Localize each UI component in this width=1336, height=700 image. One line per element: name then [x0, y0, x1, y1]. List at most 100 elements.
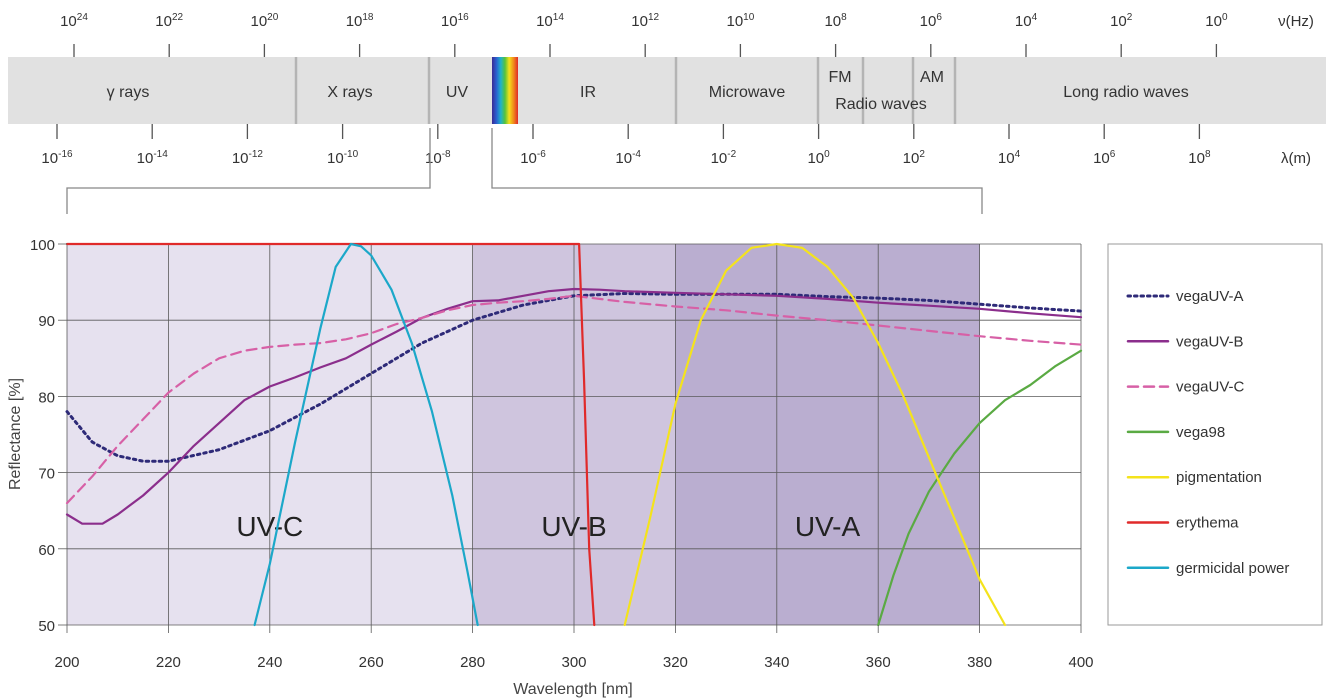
legend-label: vegaUV-A	[1176, 288, 1244, 305]
band-label-am: AM	[920, 69, 944, 86]
legend-label: pigmentation	[1176, 469, 1262, 486]
tick-exponent: 18	[362, 12, 374, 23]
tick-exponent: -8	[442, 149, 451, 160]
legend: vegaUV-A vegaUV-B vegaUV-C vega98 pigmentati…	[1107, 243, 1323, 626]
x-tick-label: 260	[359, 654, 384, 671]
band-label-xrays: X rays	[327, 84, 372, 101]
tick-base: 10	[631, 13, 648, 30]
wavelength-tick-label: 10-2	[711, 149, 737, 167]
region-label-uv-a: UV-A	[795, 511, 861, 542]
series-line-vegauv-c	[65, 294, 1083, 505]
x-tick-label: 240	[257, 654, 282, 671]
freq-tick-label: 104	[1015, 12, 1038, 30]
series-line-vegauv-a	[65, 292, 1083, 463]
x-tick-label: 280	[460, 654, 485, 671]
tick-exponent: 16	[458, 12, 470, 23]
tick-exponent: 10	[743, 12, 755, 23]
tick-base: 10	[998, 150, 1015, 167]
tick-base: 10	[346, 13, 363, 30]
tick-base: 10	[711, 150, 728, 167]
x-tick-label: 400	[1068, 654, 1093, 671]
wavelength-tick-label: 106	[1093, 149, 1116, 167]
spectrum-bar	[8, 57, 1326, 124]
freq-tick-label: 1014	[536, 12, 564, 30]
wavelength-axis: 10-16 10-14 10-12 10-10 10-8 10-6 10-4 10-2 100 1…	[41, 124, 1211, 167]
wavelength-tick-label: 10-10	[327, 149, 359, 167]
band-label-long-radio: Long radio waves	[1063, 84, 1188, 101]
frequency-axis: 1024 1022 1020 1018 1016 1014 1012 1010 108 106 10…	[60, 12, 1228, 57]
tick-exponent: 24	[77, 12, 89, 23]
legend-box	[1107, 243, 1323, 626]
tick-exponent: 20	[267, 12, 279, 23]
x-tick-label: 340	[764, 654, 789, 671]
wavelength-tick-label: 10-6	[520, 149, 546, 167]
tick-base: 10	[807, 150, 824, 167]
legend-label: vegaUV-B	[1176, 333, 1244, 350]
freq-tick-label: 102	[1110, 12, 1133, 30]
tick-base: 10	[1015, 13, 1032, 30]
tick-base: 10	[536, 13, 553, 30]
band-label-uv: UV	[446, 84, 469, 101]
tick-base: 10	[155, 13, 172, 30]
tick-base: 10	[60, 13, 77, 30]
y-tick-label: 100	[30, 237, 55, 254]
tick-base: 10	[920, 13, 937, 30]
tick-exponent: 4	[1015, 149, 1021, 160]
series-lines	[65, 242, 1083, 627]
y-tick-label: 70	[38, 466, 55, 483]
wavelength-tick-label: 100	[807, 149, 830, 167]
x-tick-label: 300	[561, 654, 586, 671]
band-label-ir: IR	[580, 84, 596, 101]
tick-exponent: 0	[824, 149, 830, 160]
tick-exponent: 6	[1110, 149, 1116, 160]
tick-base: 10	[726, 13, 743, 30]
band-label-microwave: Microwave	[709, 84, 786, 101]
reflectance-plot: UV-C UV-B UV-A 200 220 240 260 280 300 320 340 360…	[30, 237, 1094, 671]
tick-exponent: 2	[919, 149, 925, 160]
tick-base: 10	[425, 150, 442, 167]
series-line-vega98	[877, 349, 1083, 627]
tick-exponent: -6	[537, 149, 546, 160]
y-tick-label: 90	[38, 313, 55, 330]
series-line-germicidal-power	[253, 242, 479, 627]
tick-base: 10	[824, 13, 841, 30]
spectrum-strip: γ rays X rays UV IR Microwave FM AM Radi…	[8, 57, 1326, 124]
tick-base: 10	[41, 150, 58, 167]
tick-base: 10	[1093, 150, 1110, 167]
region-uv-a	[675, 244, 980, 625]
wavelength-unit: λ(m)	[1281, 150, 1311, 167]
legend-label: vega98	[1176, 424, 1225, 441]
x-tick-label: 380	[967, 654, 992, 671]
tick-base: 10	[250, 13, 267, 30]
band-label-gamma: γ rays	[107, 84, 150, 101]
legend-label: erythema	[1176, 515, 1239, 532]
wavelength-tick-label: 10-16	[41, 149, 73, 167]
tick-exponent: -4	[632, 149, 641, 160]
legend-label: germicidal power	[1176, 560, 1289, 577]
region-labels: UV-C UV-B UV-A	[236, 511, 860, 542]
tick-exponent: 8	[841, 12, 847, 23]
zoom-bracket-left	[66, 128, 431, 214]
x-axis-label: Wavelength [nm]	[513, 681, 632, 698]
x-tick-label: 200	[54, 654, 79, 671]
wavelength-tick-label: 104	[998, 149, 1021, 167]
y-tick-label: 50	[38, 618, 55, 635]
tick-base: 10	[1188, 150, 1205, 167]
visible-light-band	[492, 57, 518, 124]
x-tick-label: 360	[866, 654, 891, 671]
tick-base: 10	[327, 150, 344, 167]
band-label-fm: FM	[828, 69, 851, 86]
x-tick-label: 220	[156, 654, 181, 671]
wavelength-tick-label: 108	[1188, 149, 1211, 167]
region-label-uv-b: UV-B	[541, 511, 606, 542]
y-tick-label: 60	[38, 542, 55, 559]
freq-tick-label: 1020	[250, 12, 278, 30]
wavelength-tick-label: 102	[903, 149, 926, 167]
freq-tick-label: 108	[824, 12, 847, 30]
tick-base: 10	[1110, 13, 1127, 30]
zoom-bracket-right	[491, 128, 983, 214]
x-tick-label: 320	[663, 654, 688, 671]
band-label-radio: Radio waves	[835, 96, 927, 113]
series-line-pigmentation	[623, 242, 1007, 627]
